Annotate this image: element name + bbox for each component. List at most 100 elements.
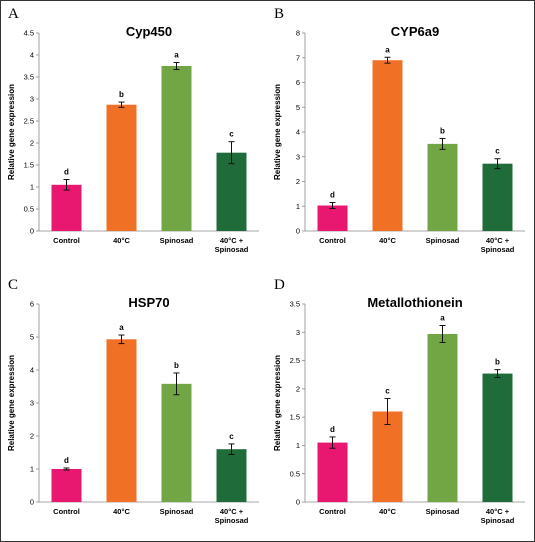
bar bbox=[482, 163, 513, 231]
y-tick-label: 0 bbox=[296, 227, 300, 236]
bar bbox=[216, 152, 247, 231]
bar bbox=[161, 383, 192, 502]
x-category-label: Control bbox=[319, 507, 346, 516]
bar bbox=[106, 339, 137, 502]
y-tick-label: 4 bbox=[296, 128, 300, 137]
bar bbox=[427, 333, 458, 502]
y-tick-label: 2.5 bbox=[290, 356, 300, 365]
y-tick-label: 0 bbox=[296, 498, 300, 507]
panel-letter: A bbox=[8, 6, 19, 22]
chart-title: Cyp450 bbox=[126, 24, 172, 39]
x-category-label: Spinosad bbox=[426, 236, 460, 245]
y-tick-label: 2 bbox=[296, 177, 300, 186]
chart-svg: C HSP70 Relative gene expression 0 1 2 3 4 5 6 d Co… bbox=[7, 277, 259, 525]
significance-letter: c bbox=[385, 386, 390, 395]
y-tick-label: 2 bbox=[296, 384, 300, 393]
y-tick-label: 3 bbox=[296, 152, 300, 161]
y-axis-label: Relative gene expression bbox=[273, 355, 282, 451]
y-tick-label: 2 bbox=[30, 432, 34, 441]
y-tick-label: 1.5 bbox=[24, 161, 34, 170]
x-category-label: 40°C bbox=[379, 236, 396, 245]
bar bbox=[51, 184, 82, 231]
y-tick-label: 5 bbox=[30, 333, 34, 342]
panel-letter: C bbox=[8, 277, 18, 293]
y-tick-label: 3.5 bbox=[290, 300, 300, 309]
panel-letter: D bbox=[274, 277, 285, 293]
bar bbox=[317, 205, 348, 231]
bar bbox=[427, 143, 458, 231]
y-tick-label: 8 bbox=[296, 29, 300, 38]
x-category-label: Spinosad bbox=[426, 507, 460, 516]
significance-letter: d bbox=[64, 456, 69, 465]
x-category-label: 40°C bbox=[113, 236, 130, 245]
significance-letter: c bbox=[495, 147, 500, 156]
y-tick-label: 0.5 bbox=[24, 205, 34, 214]
y-tick-label: 4 bbox=[30, 366, 34, 375]
significance-letter: a bbox=[174, 50, 179, 59]
significance-letter: a bbox=[385, 45, 390, 54]
chart-title: Metallothionein bbox=[367, 295, 462, 310]
bar bbox=[51, 469, 82, 502]
x-category-label: 40°C + Spinosad bbox=[481, 236, 515, 254]
y-tick-label: 2 bbox=[30, 139, 34, 148]
significance-letter: a bbox=[440, 313, 445, 322]
x-category-label: Control bbox=[53, 507, 80, 516]
significance-letter: c bbox=[229, 432, 234, 441]
y-tick-label: 3 bbox=[296, 328, 300, 337]
bar bbox=[106, 104, 137, 231]
chart-svg: D Metallothionein Relative gene expression… bbox=[273, 277, 525, 525]
significance-letter: b bbox=[440, 126, 445, 135]
x-category-label: 40°C bbox=[113, 507, 130, 516]
y-tick-label: 1 bbox=[30, 465, 34, 474]
significance-letter: c bbox=[229, 130, 234, 139]
x-category-label: 40°C + Spinosad bbox=[215, 507, 249, 525]
y-tick-label: 5 bbox=[296, 103, 300, 112]
bar bbox=[161, 66, 192, 231]
panel-letter: B bbox=[274, 6, 284, 22]
bar bbox=[372, 60, 403, 231]
y-tick-label: 0.5 bbox=[290, 469, 300, 478]
significance-letter: b bbox=[119, 90, 124, 99]
chart-panel-c: C HSP70 Relative gene expression 0 1 2 3 4 5 6 d Co… bbox=[1, 272, 267, 542]
significance-letter: d bbox=[330, 425, 335, 434]
y-tick-label: 4.5 bbox=[24, 29, 34, 38]
y-axis-label: Relative gene expression bbox=[7, 355, 16, 451]
y-axis-label: Relative gene expression bbox=[7, 84, 16, 180]
chart-svg: A Cyp450 Relative gene expression 0 0.5 1 1.5 2… bbox=[7, 6, 259, 254]
y-tick-label: 6 bbox=[30, 300, 34, 309]
x-category-label: Spinosad bbox=[160, 507, 194, 516]
y-tick-label: 0 bbox=[30, 498, 34, 507]
x-category-label: Control bbox=[53, 236, 80, 245]
y-axis-label: Relative gene expression bbox=[273, 84, 282, 180]
chart-title: CYP6a9 bbox=[391, 24, 439, 39]
y-tick-label: 4 bbox=[30, 51, 34, 60]
bar bbox=[216, 449, 247, 502]
chart-panel-b: B CYP6a9 Relative gene expression 0 1 2 3 4 5 6 7 8… bbox=[267, 1, 533, 271]
y-tick-label: 2.5 bbox=[24, 117, 34, 126]
y-tick-label: 3 bbox=[30, 399, 34, 408]
y-tick-label: 0 bbox=[30, 227, 34, 236]
bar bbox=[317, 442, 348, 502]
chart-svg: B CYP6a9 Relative gene expression 0 1 2 3 4 5 6 7 8… bbox=[273, 6, 525, 254]
y-tick-label: 1 bbox=[296, 202, 300, 211]
bar bbox=[372, 411, 403, 502]
significance-letter: b bbox=[174, 361, 179, 370]
x-category-label: 40°C bbox=[379, 507, 396, 516]
chart-title: HSP70 bbox=[128, 295, 169, 310]
y-tick-label: 7 bbox=[296, 53, 300, 62]
significance-letter: a bbox=[119, 323, 124, 332]
chart-panel-a: A Cyp450 Relative gene expression 0 0.5 1 1.5 2… bbox=[1, 1, 267, 271]
y-tick-label: 6 bbox=[296, 78, 300, 87]
x-category-label: 40°C + Spinosad bbox=[481, 507, 515, 525]
significance-letter: d bbox=[330, 191, 335, 200]
significance-letter: d bbox=[64, 168, 69, 177]
x-category-label: Control bbox=[319, 236, 346, 245]
bar bbox=[482, 373, 513, 502]
y-tick-label: 3.5 bbox=[24, 73, 34, 82]
x-category-label: 40°C + Spinosad bbox=[215, 236, 249, 254]
significance-letter: b bbox=[495, 358, 500, 367]
y-tick-label: 3 bbox=[30, 95, 34, 104]
chart-panel-d: D Metallothionein Relative gene expression… bbox=[267, 272, 533, 542]
x-category-label: Spinosad bbox=[160, 236, 194, 245]
